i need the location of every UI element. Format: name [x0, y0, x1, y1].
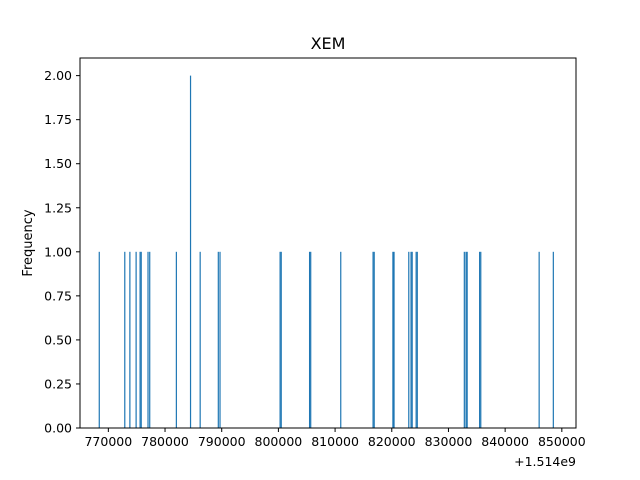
histogram-bar — [552, 251, 554, 428]
x-tick-label: 790000 — [198, 434, 246, 449]
histogram-bar — [219, 251, 221, 428]
plot-frame — [79, 57, 577, 429]
histogram-bar — [217, 251, 219, 428]
x-axis-offset-label: +1.514e9 — [514, 454, 576, 469]
y-tick-label: 1.50 — [44, 156, 72, 171]
x-tick-label: 770000 — [84, 434, 132, 449]
y-tick-label: 2.00 — [44, 68, 72, 83]
x-tick-label: 780000 — [141, 434, 189, 449]
x-tick-label: 820000 — [368, 434, 416, 449]
y-tick-label: 1.25 — [44, 200, 72, 215]
y-axis-ticks: 0.00 0.25 0.50 0.75 1.00 1.25 1.50 1.75 2.00 — [44, 68, 80, 436]
histogram-bar — [466, 251, 468, 428]
histogram-bar — [410, 251, 412, 428]
bars-layer — [98, 75, 554, 429]
x-tick-label: 850000 — [538, 434, 586, 449]
histogram-bar — [149, 251, 151, 428]
y-tick-label: 0.00 — [44, 421, 72, 436]
histogram-bar — [175, 251, 177, 428]
x-axis-ticks: 770000 780000 790000 800000 810000 820000 8300… — [84, 428, 586, 449]
histogram-bar — [139, 251, 141, 428]
chart-title: XEM — [311, 34, 346, 53]
histogram-bar — [308, 251, 311, 428]
y-tick-label: 1.75 — [44, 112, 72, 127]
histogram-bar — [98, 251, 100, 428]
histogram-bar — [279, 251, 281, 428]
histogram-bar — [392, 251, 394, 428]
histogram-bar — [465, 251, 467, 428]
histogram-bar — [340, 251, 342, 428]
x-tick-label: 800000 — [255, 434, 303, 449]
histogram-bar — [124, 251, 126, 428]
histogram-bar — [415, 251, 417, 428]
histogram-bar — [189, 75, 192, 429]
histogram-bar — [280, 251, 282, 428]
histogram-bar — [411, 251, 413, 428]
histogram-bar — [372, 251, 374, 428]
x-tick-label: 810000 — [311, 434, 359, 449]
histogram-bar — [463, 251, 465, 428]
histogram-bar — [147, 251, 149, 428]
y-axis-label: Frequency — [21, 209, 36, 276]
x-tick-label: 840000 — [481, 434, 529, 449]
histogram-bar — [393, 251, 395, 428]
histogram-bar — [310, 251, 312, 428]
histogram-bar — [479, 251, 481, 428]
histogram-bar — [140, 251, 142, 428]
y-tick-label: 0.50 — [44, 332, 72, 347]
histogram-bar — [480, 251, 482, 428]
x-tick-label: 830000 — [425, 434, 473, 449]
histogram-bar — [129, 251, 131, 428]
histogram-bar — [416, 251, 418, 428]
y-tick-label: 0.75 — [44, 288, 72, 303]
histogram-bar — [373, 251, 375, 428]
histogram-bar — [135, 251, 137, 428]
histogram-bar — [199, 251, 201, 428]
histogram-bar — [408, 251, 410, 428]
y-tick-label: 1.00 — [44, 244, 72, 259]
y-tick-label: 0.25 — [44, 376, 72, 391]
histogram-bar — [538, 251, 540, 428]
